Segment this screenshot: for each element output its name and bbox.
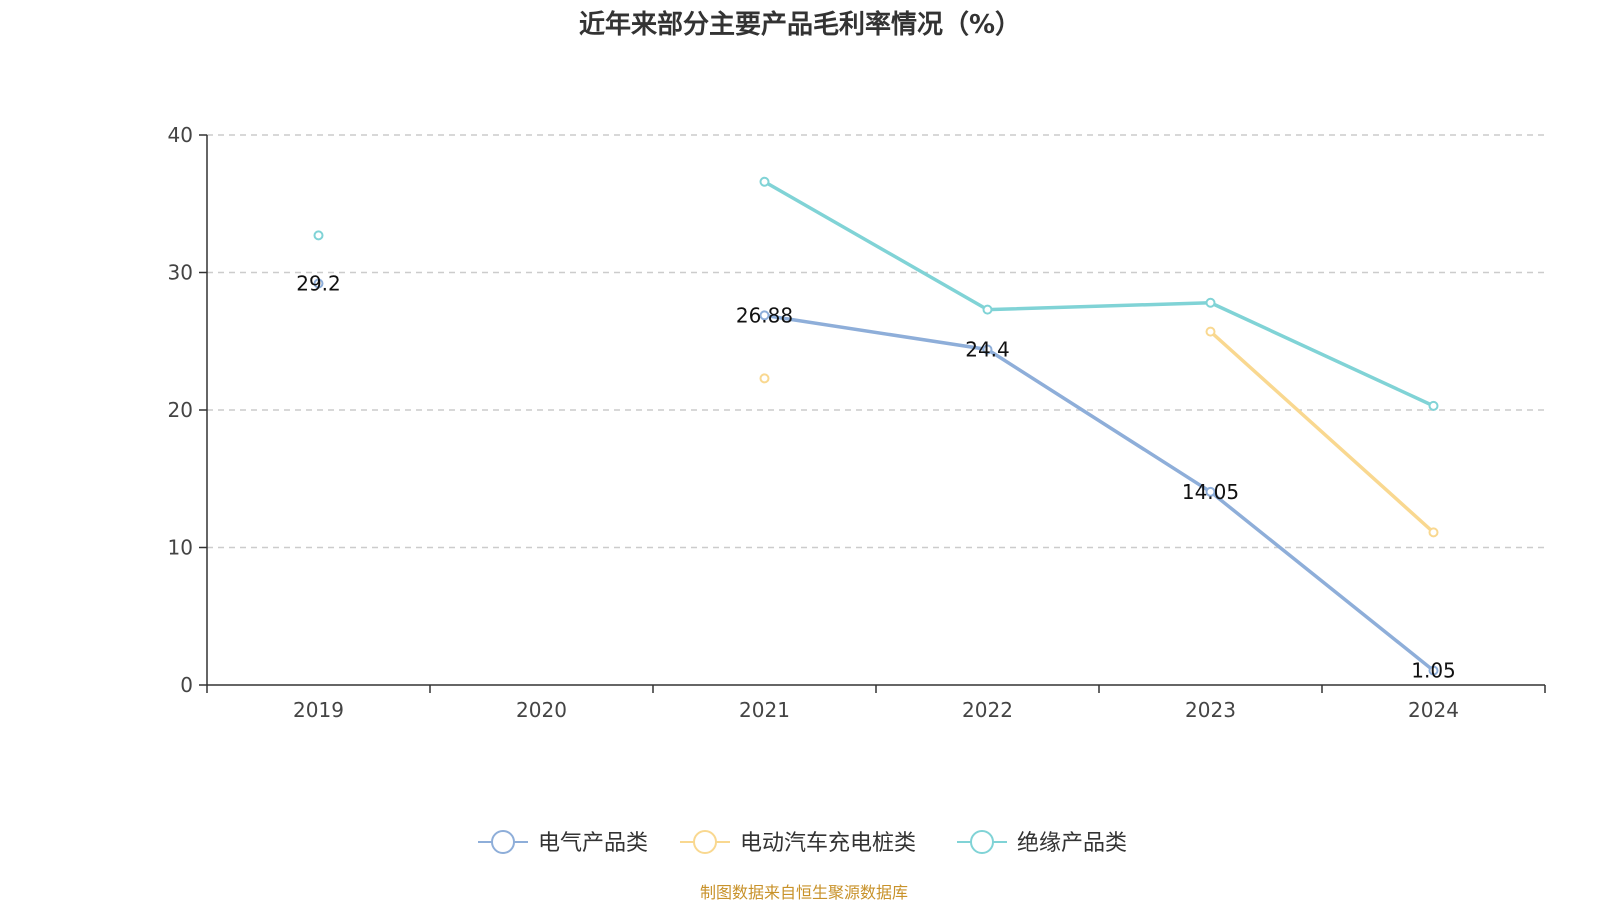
legend-label: 电动汽车充电桩类 (740, 831, 916, 856)
series-line-segment (762, 180, 990, 312)
data-label: 24.4 (965, 338, 1010, 362)
data-point[interactable] (1428, 400, 1439, 411)
legend-marker-icon (970, 830, 994, 854)
y-tick-label: 10 (168, 536, 193, 560)
series-line-segment (1208, 329, 1436, 535)
data-label: 14.05 (1182, 480, 1239, 504)
x-tick-label: 2020 (516, 698, 567, 722)
x-tick-label: 2023 (1185, 698, 1236, 722)
data-point[interactable] (1428, 665, 1439, 676)
x-tick-label: 2024 (1408, 698, 1459, 722)
x-tick-label: 2022 (962, 698, 1013, 722)
data-label: 1.05 (1411, 659, 1456, 683)
y-tick-label: 0 (180, 673, 193, 697)
y-tick-label: 40 (168, 123, 193, 147)
series-line-segment (985, 347, 1213, 494)
legend-marker-icon (693, 830, 717, 854)
series-1 (759, 326, 1439, 538)
y-tick-label: 20 (168, 398, 193, 422)
series-line-segment (985, 301, 1213, 312)
data-point[interactable] (313, 278, 324, 289)
x-tick-label: 2021 (739, 698, 790, 722)
data-point[interactable] (982, 304, 993, 315)
legend-item[interactable]: 电气产品类 (478, 830, 648, 856)
data-point[interactable] (1205, 486, 1216, 497)
data-label-layer: 29.2 26.88 24.4 14.05 1.05 (296, 272, 1456, 683)
grid-layer (207, 134, 1545, 549)
data-point[interactable] (759, 373, 770, 384)
series-2 (313, 176, 1439, 411)
data-label: 26.88 (736, 303, 793, 327)
data-point[interactable] (1428, 527, 1439, 538)
data-point[interactable] (1205, 326, 1216, 337)
data-label: 29.2 (296, 272, 341, 296)
data-point[interactable] (759, 310, 770, 321)
data-point[interactable] (759, 176, 770, 187)
legend-item[interactable]: 绝缘产品类 (957, 830, 1127, 856)
series-layer (313, 176, 1439, 676)
series-line-segment (1208, 301, 1436, 408)
legend-marker-icon (491, 830, 515, 854)
data-point[interactable] (982, 344, 993, 355)
series-line-segment (762, 313, 990, 352)
axis-layer: 0 10 20 30 40 2019 2020 2021 2022 2023 2024 (168, 123, 1546, 722)
x-tick-label: 2019 (293, 698, 344, 722)
chart-title: 近年来部分主要产品毛利率情况（%） (579, 9, 1021, 40)
legend-item[interactable]: 电动汽车充电桩类 (680, 830, 916, 856)
data-point[interactable] (1205, 297, 1216, 308)
data-point[interactable] (313, 230, 324, 241)
source-note: 制图数据来自恒生聚源数据库 (700, 883, 908, 900)
legend-label: 电气产品类 (538, 831, 648, 856)
series-line-segment (1208, 490, 1436, 673)
legend: 电气产品类 电动汽车充电桩类 绝缘产品类 (478, 830, 1127, 856)
series-0 (313, 278, 1439, 676)
legend-label: 绝缘产品类 (1017, 831, 1127, 856)
y-tick-label: 30 (168, 261, 193, 285)
